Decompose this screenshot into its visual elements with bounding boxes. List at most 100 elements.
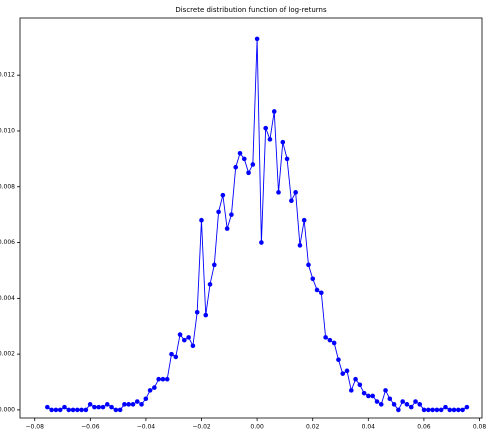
y-tick-label: 0.012: [0, 72, 15, 79]
point: [460, 407, 465, 413]
point: [323, 335, 328, 340]
point: [387, 396, 393, 402]
point: [366, 393, 371, 399]
x-tick-label: 0.06: [417, 424, 431, 431]
y-tick-label: 0.000: [0, 406, 15, 413]
point: [430, 407, 435, 413]
point: [374, 399, 380, 404]
point: [122, 402, 127, 407]
point: [207, 282, 213, 287]
point: [143, 396, 149, 402]
point: [456, 407, 461, 413]
point: [216, 209, 221, 215]
x-tick-label: −0.04: [137, 424, 156, 431]
point: [139, 402, 144, 407]
point: [357, 382, 363, 388]
y-tick-label: 0.008: [0, 183, 15, 190]
x-tick-label: 0.04: [362, 424, 376, 431]
point: [438, 407, 444, 413]
point: [66, 407, 72, 413]
point: [164, 376, 170, 382]
point: [404, 402, 410, 407]
point: [182, 337, 187, 343]
point: [280, 139, 286, 145]
x-tick-label: 0.00: [250, 424, 264, 431]
point: [156, 376, 161, 382]
point: [100, 404, 106, 410]
point: [203, 312, 209, 318]
point: [126, 402, 131, 407]
point: [75, 407, 80, 413]
point: [284, 156, 290, 162]
point: [421, 407, 427, 413]
point: [254, 36, 260, 42]
x-tick-label: 0.02: [306, 424, 320, 431]
point: [177, 332, 183, 337]
point: [348, 388, 354, 393]
point: [87, 402, 93, 407]
point: [370, 393, 375, 399]
point: [417, 402, 423, 407]
y-tick-label: 0.002: [0, 351, 15, 358]
x-tick-label: 0.08: [473, 424, 487, 431]
point: [271, 109, 277, 114]
point: [117, 407, 123, 413]
point: [237, 150, 243, 156]
point: [250, 162, 256, 167]
point: [62, 404, 67, 410]
x-tick-label: −0.06: [81, 424, 100, 431]
point: [57, 407, 63, 413]
point: [434, 407, 440, 413]
point: [310, 276, 316, 282]
point: [447, 407, 453, 413]
plot-frame: [19, 17, 483, 419]
y-tick-label: 0.004: [0, 295, 15, 302]
point: [340, 371, 346, 376]
point: [130, 402, 136, 407]
point: [186, 335, 191, 340]
y-tick-label: 0.006: [0, 239, 15, 246]
point: [109, 404, 114, 410]
point: [276, 190, 281, 195]
point: [263, 125, 268, 131]
point: [220, 192, 226, 198]
point: [293, 190, 298, 195]
point: [378, 402, 384, 407]
point: [426, 407, 431, 413]
point: [134, 399, 140, 404]
point: [306, 262, 311, 268]
point: [327, 337, 333, 343]
point: [336, 357, 341, 363]
point: [224, 226, 230, 231]
point: [301, 217, 307, 223]
point: [297, 243, 303, 248]
point: [289, 198, 294, 204]
point: [353, 376, 358, 382]
point: [229, 212, 234, 217]
point: [331, 340, 337, 346]
point: [147, 388, 153, 393]
point: [344, 368, 350, 374]
point: [92, 404, 97, 410]
point: [49, 407, 54, 413]
point: [152, 385, 157, 390]
point: [241, 156, 247, 162]
point: [96, 404, 102, 410]
point: [443, 404, 448, 410]
x-tick-label: −0.08: [26, 424, 45, 431]
point: [391, 402, 397, 407]
point: [53, 407, 59, 413]
point: [408, 404, 414, 410]
point: [83, 407, 89, 413]
point: [400, 399, 405, 404]
chart-title: Discrete distribution function of log-re…: [175, 6, 327, 14]
point: [173, 354, 179, 360]
point: [160, 376, 166, 382]
point: [451, 407, 457, 413]
point: [314, 287, 320, 293]
point: [267, 137, 273, 142]
point: [113, 407, 119, 413]
point: [190, 343, 196, 349]
point: [45, 404, 50, 410]
